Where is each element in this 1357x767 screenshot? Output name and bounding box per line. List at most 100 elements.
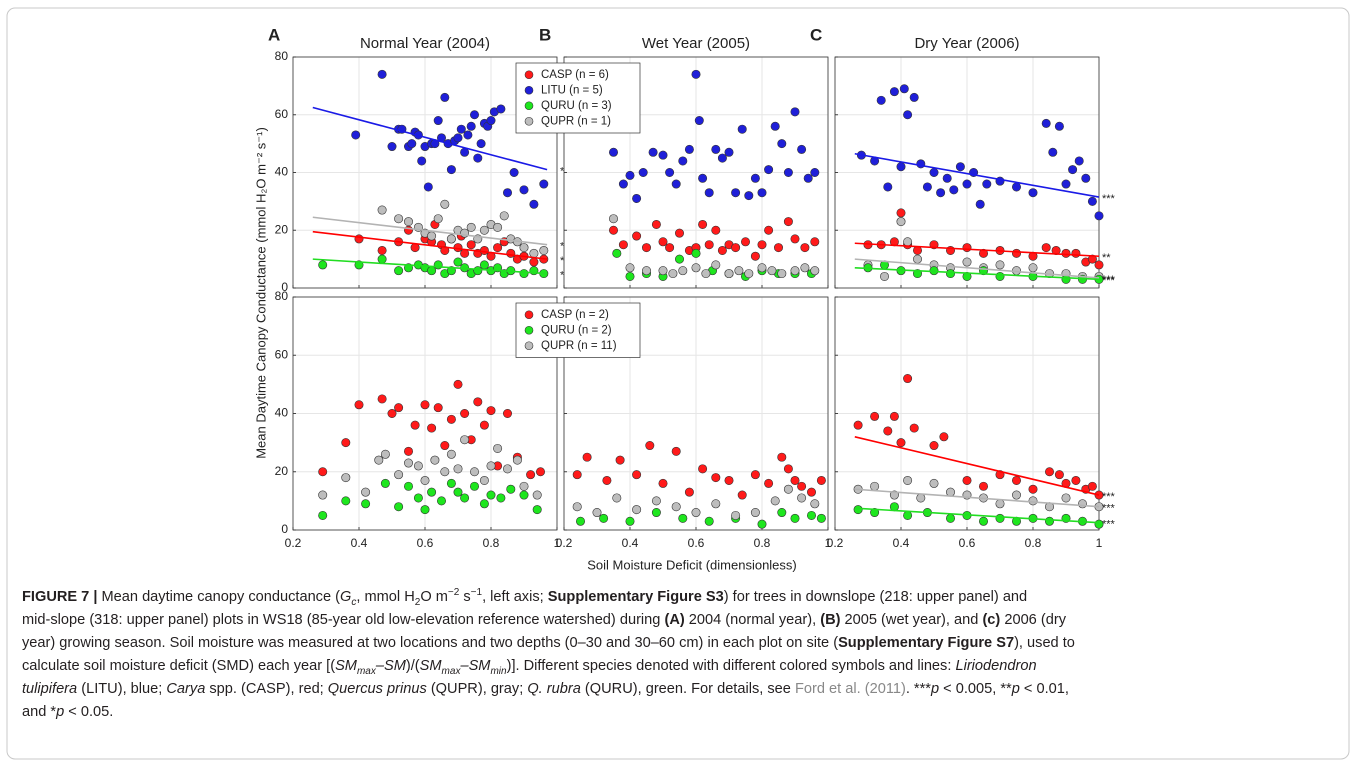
point xyxy=(1054,470,1064,480)
fit-line xyxy=(854,507,1100,524)
x-tick-label: 1 xyxy=(825,536,832,550)
point xyxy=(519,481,529,491)
point xyxy=(816,475,826,485)
point xyxy=(361,487,371,497)
point xyxy=(704,188,714,198)
caption-text: < 0.01, xyxy=(1019,681,1069,697)
plot-frame xyxy=(834,56,1100,289)
point xyxy=(479,499,489,509)
point xyxy=(691,248,701,258)
panel-letter: B xyxy=(539,25,551,44)
point xyxy=(433,403,443,413)
legend-label: QUPR (n = 1) xyxy=(541,115,611,127)
point xyxy=(896,217,906,227)
point xyxy=(473,153,483,163)
point xyxy=(1087,481,1097,491)
point xyxy=(903,237,913,247)
caption-text: ), used to xyxy=(1014,635,1075,651)
point xyxy=(770,121,780,131)
point xyxy=(599,513,609,523)
point xyxy=(757,240,767,250)
x-tick-label: 0.8 xyxy=(483,536,500,550)
legend-label: LITU (n = 5) xyxy=(541,84,603,96)
point xyxy=(731,188,741,198)
fit-line xyxy=(312,258,548,275)
point xyxy=(896,208,906,218)
point xyxy=(460,408,470,418)
point xyxy=(453,133,463,143)
point xyxy=(806,510,816,520)
point xyxy=(1061,179,1071,189)
caption-text: p xyxy=(930,681,940,697)
point xyxy=(361,499,371,509)
point xyxy=(446,234,456,244)
point xyxy=(493,443,503,453)
point xyxy=(1087,254,1097,264)
caption-text: < 0.05. xyxy=(64,704,114,720)
point xyxy=(476,139,486,149)
x-tick-label: 0.6 xyxy=(417,536,434,550)
point xyxy=(479,475,489,485)
point xyxy=(790,513,800,523)
x-tick-label: 0.2 xyxy=(285,536,302,550)
y-tick-label: 80 xyxy=(275,49,289,63)
point xyxy=(651,219,661,229)
point xyxy=(757,188,767,198)
point xyxy=(486,116,496,126)
caption-text: min xyxy=(490,665,507,677)
panel-letter: C xyxy=(810,25,822,44)
caption-text: SM xyxy=(419,658,442,674)
point xyxy=(704,240,714,250)
point xyxy=(903,374,913,384)
fit-line xyxy=(854,436,1100,496)
point xyxy=(427,266,437,276)
point xyxy=(962,271,972,281)
point xyxy=(341,438,351,448)
point xyxy=(519,269,529,279)
point xyxy=(903,110,913,120)
point xyxy=(912,254,922,264)
point xyxy=(519,490,529,500)
caption-text: Carya xyxy=(166,681,206,697)
point xyxy=(519,185,529,195)
point xyxy=(1048,147,1058,157)
point xyxy=(502,408,512,418)
caption-text: SM xyxy=(383,658,406,674)
y-tick-label: 20 xyxy=(275,222,289,236)
caption-text: ) for trees in downslope (218: upper pan… xyxy=(723,589,1028,605)
point xyxy=(318,467,328,477)
point xyxy=(341,496,351,506)
point xyxy=(870,481,880,491)
point xyxy=(737,124,747,134)
point xyxy=(737,490,747,500)
caption-text: SM xyxy=(468,658,491,674)
point xyxy=(962,257,972,267)
caption-text: spp. (CASP), red; xyxy=(205,681,328,697)
plot-frame xyxy=(292,296,558,531)
point xyxy=(975,199,985,209)
point xyxy=(797,481,807,491)
point xyxy=(1061,248,1071,258)
point xyxy=(853,505,863,515)
point xyxy=(446,414,456,424)
point xyxy=(612,248,622,258)
point xyxy=(394,403,404,413)
point xyxy=(427,231,437,241)
point xyxy=(658,237,668,247)
point xyxy=(469,481,479,491)
x-axis-label: Soil Moisture Deficit (dimensionless) xyxy=(587,557,797,572)
point xyxy=(916,493,926,503)
caption: FIGURE 7 | Mean daytime canopy conductan… xyxy=(22,586,1342,724)
point xyxy=(641,266,651,276)
point xyxy=(1061,274,1071,284)
point xyxy=(433,214,443,224)
caption-text: Supplementary Figure S7 xyxy=(838,635,1015,651)
point xyxy=(608,225,618,235)
panel-title: Wet Year (2005) xyxy=(642,35,750,52)
point xyxy=(625,170,635,180)
point xyxy=(502,464,512,474)
point xyxy=(394,266,404,276)
point xyxy=(532,505,542,515)
point xyxy=(658,150,668,160)
point xyxy=(413,493,423,503)
